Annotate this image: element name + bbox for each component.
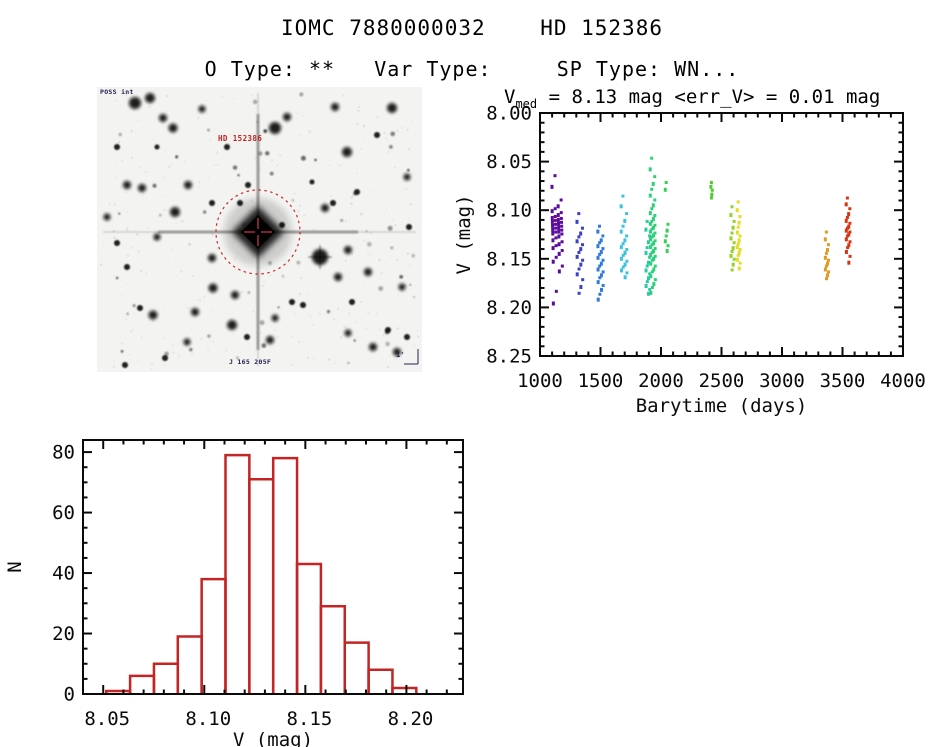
svg-text:4000: 4000 (880, 370, 926, 392)
svg-text:8.05: 8.05 (84, 708, 130, 730)
svg-text:8.10: 8.10 (185, 708, 231, 730)
lightcurve-svg: 1000 1500 2000 2500 3000 3500 4000 8.00 8.05 8.10… (455, 103, 926, 418)
svg-text:60: 60 (52, 502, 75, 524)
svg-text:8.10: 8.10 (486, 200, 532, 222)
finder-coordinates-label: J 165 205F (229, 358, 272, 366)
finder-scale-label: 1' (396, 351, 405, 359)
svg-text:8.20: 8.20 (486, 297, 532, 319)
svg-text:Barytime (days): Barytime (days) (636, 395, 808, 417)
svg-text:V (mag): V (mag) (455, 194, 475, 274)
lightcurve-title: Vmed = 8.13 mag <err_V> = 0.01 mag (504, 86, 880, 111)
svg-text:3000: 3000 (759, 370, 805, 392)
svg-text:N: N (5, 561, 26, 572)
vmed-subscript: med (515, 96, 538, 111)
vmed-symbol: V (504, 86, 516, 108)
finder-target-label: HD 152386 (218, 134, 263, 143)
svg-text:2500: 2500 (699, 370, 745, 392)
svg-text:1500: 1500 (578, 370, 624, 392)
svg-text:80: 80 (52, 442, 75, 464)
svg-text:8.15: 8.15 (486, 248, 532, 270)
histogram-plot: 8.05 8.10 8.15 8.20 0 20 40 60 80 V (mag) N (5, 420, 485, 747)
svg-text:20: 20 (52, 623, 75, 645)
finder-chart: POSS int HD 152386 J 165 205F 1' (97, 87, 422, 372)
histogram-svg: 8.05 8.10 8.15 8.20 0 20 40 60 80 V (mag) N (5, 439, 464, 747)
svg-text:8.20: 8.20 (388, 708, 434, 730)
lightcurve-plot: 1000 1500 2000 2500 3000 3500 4000 8.00 8.05 8.10… (455, 95, 940, 420)
starfield-image (97, 87, 422, 372)
svg-text:V (mag): V (mag) (233, 729, 313, 747)
svg-text:8.25: 8.25 (486, 346, 532, 368)
svg-text:40: 40 (52, 563, 75, 585)
page-title: IOMC 7880000032 HD 152386 (280, 16, 663, 40)
svg-text:2000: 2000 (638, 370, 684, 392)
svg-text:8.05: 8.05 (486, 151, 532, 173)
svg-text:8.00: 8.00 (486, 103, 532, 125)
svg-text:0: 0 (64, 684, 75, 706)
svg-text:3500: 3500 (820, 370, 866, 392)
lightcurve-title-text: = 8.13 mag <err_V> = 0.01 mag (537, 86, 881, 108)
svg-text:8.15: 8.15 (287, 708, 333, 730)
finder-survey-label: POSS int (100, 88, 134, 96)
svg-text:1000: 1000 (517, 370, 563, 392)
page-subtitle: O Type: ** Var Type: SP Type: WN... (204, 57, 740, 81)
